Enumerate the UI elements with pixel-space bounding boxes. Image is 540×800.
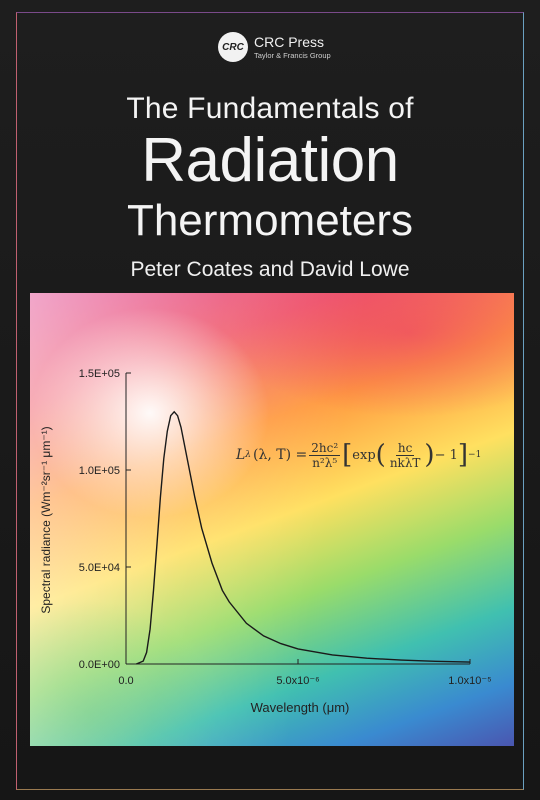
x-axis-label: Wavelength (μm) <box>251 700 350 715</box>
title-line-2: Radiation <box>141 126 399 195</box>
x-ticks: 0.0 5.0x10⁻⁶ 1.0x10⁻⁵ <box>118 659 492 687</box>
crc-logo-text: CRC <box>222 41 244 53</box>
y-tick-label: 5.0E+04 <box>79 562 120 574</box>
formula-lhs: L <box>236 447 246 463</box>
x-tick-label: 5.0x10⁻⁶ <box>276 675 319 687</box>
formula-frac-2: hc nkλT <box>388 441 423 470</box>
y-ticks: 0.0E+00 5.0E+04 1.0E+05 1.5E+05 <box>79 368 131 671</box>
title-line-3: Thermometers <box>126 196 414 245</box>
authors: Peter Coates and David Lowe <box>130 258 410 281</box>
formula-exp: exp <box>352 447 376 463</box>
spectrum-panel <box>30 293 514 746</box>
formula-frac-2-num: hc <box>395 440 415 456</box>
y-axis-label: Spectral radiance (Wm⁻²sr⁻¹ μm⁻¹) <box>39 426 53 613</box>
crc-logo-icon: CRC <box>218 32 248 62</box>
publisher-logo: CRC CRC Press Taylor & Francis Group <box>218 32 348 66</box>
formula-frac-2-den: nkλT <box>389 455 421 470</box>
publisher-subtitle: Taylor & Francis Group <box>254 51 331 60</box>
formula-frac-1-num: 2hc² <box>309 440 341 456</box>
formula-frac-1-den: n²λ⁵ <box>312 455 338 470</box>
title-line-1: The Fundamentals of <box>126 92 414 125</box>
planck-curve <box>136 410 471 665</box>
formula-lhs-sub: λ <box>245 450 252 460</box>
formula-lhs-args: (λ, T) = <box>253 447 308 463</box>
y-tick-label: 1.0E+05 <box>79 465 120 477</box>
formula-power: −1 <box>468 450 482 460</box>
x-tick-label: 1.0x10⁻⁵ <box>448 675 491 687</box>
y-tick-label: 1.5E+05 <box>79 368 120 380</box>
x-tick-label: 0.0 <box>118 675 133 687</box>
formula-frac-1: 2hc² n²λ⁵ <box>309 440 341 470</box>
publisher-name: CRC Press <box>254 34 325 50</box>
formula-tail: − 1 <box>434 447 458 463</box>
y-tick-label: 0.0E+00 <box>79 659 120 671</box>
